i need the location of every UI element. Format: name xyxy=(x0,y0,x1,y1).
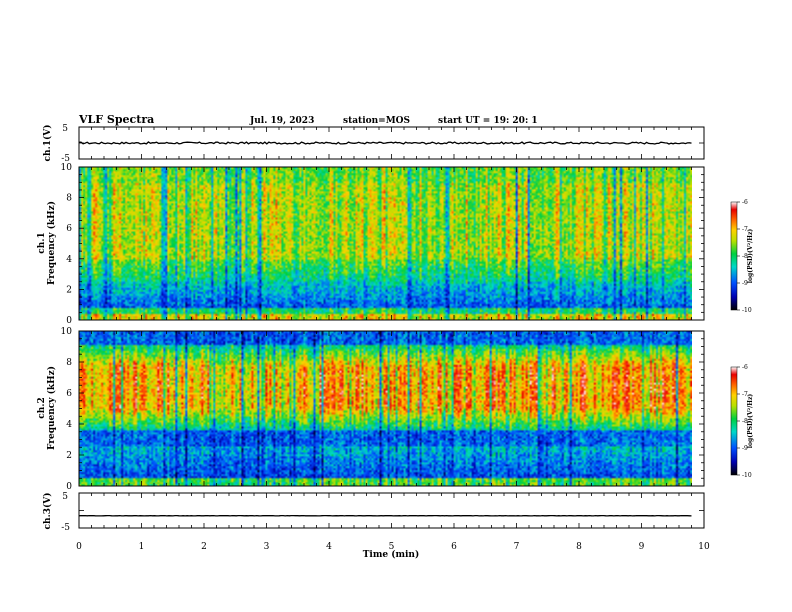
colorbar-tick-label: -6 xyxy=(742,364,748,371)
y-tick-label: 2 xyxy=(66,285,72,295)
y-tick-label: 4 xyxy=(66,420,72,430)
ch3-ytick-top: 5 xyxy=(62,492,68,502)
ch2-colorbar-label: log(PSD)(V²/Hz) xyxy=(747,394,754,449)
colorbar-tick-label: -7 xyxy=(742,391,748,398)
ch1-waveform-panel: 5 -5 ch.1(V) xyxy=(42,124,705,164)
y-tick-label: 2 xyxy=(66,451,72,461)
ch1-colorbar-ticks: -10 -9 -8 -7 -6 xyxy=(737,199,752,314)
spectrogram-ylabel-line1: ch.2 xyxy=(37,397,47,418)
ch2-spectrogram-ylabel-channel: ch.2Frequency (kHz) xyxy=(37,366,57,450)
x-axis-tick-labels: 0 1 2 3 4 5 6 7 8 9 10 xyxy=(76,542,710,552)
figure-title: VLF Spectra xyxy=(78,113,154,126)
spectrogram-ylabel-line1: ch.1 xyxy=(37,232,47,253)
x-tick-label: 10 xyxy=(698,542,710,552)
y-tick-label: 8 xyxy=(66,194,72,204)
ch2-spectrogram-image xyxy=(79,331,692,486)
ch1-waveform-ticks xyxy=(78,126,705,160)
ch3-waveform-frame xyxy=(78,492,705,529)
ch1-ytick-top: 5 xyxy=(62,124,68,134)
y-tick-label: 10 xyxy=(61,163,73,173)
colorbar-tick-label: -7 xyxy=(742,226,748,233)
colorbar-tick-label: -8 xyxy=(742,253,748,260)
x-tick-label: 9 xyxy=(639,542,645,552)
ch2-colorbar-ticks: -10 -9 -8 -7 -6 xyxy=(737,364,752,479)
x-tick-label: 4 xyxy=(326,542,332,552)
ch3-ytick-bottom: -5 xyxy=(61,523,70,533)
y-tick-label: 8 xyxy=(66,358,72,368)
start-time-label: start UT = 19: 20: 1 xyxy=(438,116,538,126)
spectrogram-ylabel-line2: Frequency (kHz) xyxy=(46,201,57,285)
ch1-spectrogram-yticks: 0 2 4 6 8 10 xyxy=(61,163,705,326)
ch3-waveform-panel: 5 -5 ch.3(V) xyxy=(42,492,705,533)
y-tick-label: 6 xyxy=(66,389,72,399)
colorbar-tick-label: -10 xyxy=(742,472,752,479)
ch1-ytick-bottom: -5 xyxy=(61,154,70,164)
spectrogram-ylabel-line2: Frequency (kHz) xyxy=(46,366,57,450)
x-tick-label: 8 xyxy=(576,542,582,552)
colorbar-tick-label: -9 xyxy=(742,280,748,287)
x-tick-label: 5 xyxy=(389,542,395,552)
colorbar-tick-label: -8 xyxy=(742,418,748,425)
colorbar-tick-label: -6 xyxy=(742,199,748,206)
ch1-waveform-ylabel: ch.1(V) xyxy=(42,125,53,162)
y-tick-label: 0 xyxy=(66,316,72,326)
ch1-waveform-line xyxy=(78,141,692,145)
y-tick-label: 6 xyxy=(66,224,72,234)
ch3-waveform-ticks xyxy=(78,492,705,529)
date-label: Jul. 19, 2023 xyxy=(249,116,314,126)
ch1-colorbar-label: log(PSD)(V²/Hz) xyxy=(747,229,754,284)
y-tick-label: 4 xyxy=(66,255,72,265)
colorbar-tick-label: -10 xyxy=(742,307,752,314)
ch2-spectrogram-yticks: 0 2 4 6 8 10 xyxy=(61,327,705,492)
x-tick-label: 6 xyxy=(451,542,457,552)
ch3-waveform-ylabel: ch.3(V) xyxy=(42,493,53,530)
x-axis-label: Time (min) xyxy=(363,549,420,560)
ch1-spectrogram-ylabel-channel: ch.1Frequency (kHz) xyxy=(37,201,57,285)
y-tick-label: 0 xyxy=(66,482,72,492)
ch2-colorbar xyxy=(730,366,738,476)
ch1-colorbar xyxy=(730,201,738,311)
ch1-spectrogram-image xyxy=(79,167,692,320)
x-tick-label: 3 xyxy=(264,542,270,552)
x-tick-label: 2 xyxy=(201,542,207,552)
y-tick-label: 10 xyxy=(61,327,73,337)
station-label: station=MOS xyxy=(343,116,410,126)
x-tick-label: 0 xyxy=(76,542,82,552)
x-tick-label: 1 xyxy=(139,542,145,552)
colorbar-tick-label: -9 xyxy=(742,445,748,452)
x-tick-label: 7 xyxy=(514,542,520,552)
